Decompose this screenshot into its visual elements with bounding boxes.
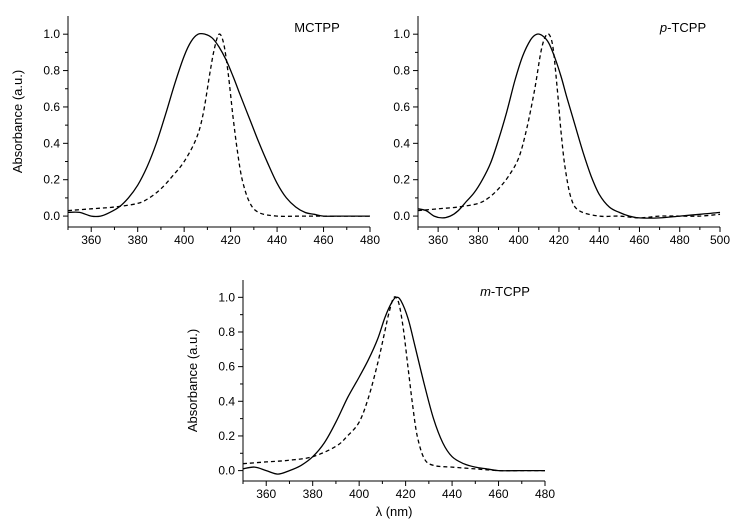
x-tick-label: 460 (314, 233, 334, 247)
y-axis-label: Absorbance (a.u.) (185, 329, 200, 432)
y-tick-label: 0.4 (393, 136, 410, 150)
axis-lines (417, 16, 720, 228)
y-tick-label: 0.0 (218, 464, 235, 478)
x-tick-label: 380 (128, 233, 148, 247)
y-tick-label: 1.0 (43, 27, 60, 41)
y-tick-label: 0.4 (218, 394, 235, 408)
y-tick-label: 0.0 (393, 209, 410, 223)
panel-title: MCTPP (294, 20, 340, 35)
y-tick-label: 0.8 (43, 64, 60, 78)
x-tick-label: 400 (174, 233, 194, 247)
x-axis-label: λ (nm) (376, 504, 413, 519)
y-tick-label: 0.2 (393, 173, 410, 187)
x-tick-label: 360 (256, 487, 276, 501)
y-axis-label: Absorbance (a.u.) (10, 70, 25, 173)
x-tick-label: 480 (535, 487, 555, 501)
x-tick-label: 400 (509, 233, 529, 247)
series-line-dashed (67, 33, 370, 218)
series-line-solid (67, 32, 370, 218)
series-line-solid (417, 33, 721, 219)
axis-lines (242, 280, 545, 482)
x-tick-label: 380 (303, 487, 323, 501)
x-tick-label: 440 (442, 487, 462, 501)
x-tick-label: 440 (267, 233, 287, 247)
x-tick-label: 480 (360, 233, 380, 247)
panel-title-rest: -TCPP (667, 20, 706, 35)
series-line-dashed (417, 33, 721, 219)
x-tick-label: 380 (468, 233, 488, 247)
y-tick-label: 0.6 (393, 100, 410, 114)
panel-title-prefix: m (480, 284, 491, 299)
y-tick-label: 0.2 (218, 429, 235, 443)
x-tick-label: 400 (349, 487, 369, 501)
y-tick-label: 1.0 (218, 290, 235, 304)
x-tick-label: 420 (396, 487, 416, 501)
y-tick-label: 0.8 (218, 325, 235, 339)
y-tick-label: 0.4 (43, 136, 60, 150)
series-line-dashed (242, 296, 545, 472)
x-tick-label: 460 (489, 487, 509, 501)
x-tick-label: 360 (428, 233, 448, 247)
x-tick-label: 440 (589, 233, 609, 247)
panel-title-prefix: p (659, 20, 667, 35)
y-tick-label: 0.6 (43, 100, 60, 114)
panel-title: p-TCPP (659, 20, 706, 35)
chart-panel-3: 360 380 400 420 440 460 480 0.0 0.2 0.4 0.6 0.8 1.0 A… (185, 280, 555, 519)
y-tick-label: 0.0 (43, 209, 60, 223)
panel-title: m-TCPP (480, 284, 530, 299)
y-tick-label: 0.6 (218, 360, 235, 374)
y-tick-label: 0.8 (393, 64, 410, 78)
x-tick-label: 420 (221, 233, 241, 247)
x-tick-label: 420 (549, 233, 569, 247)
series-line-solid (242, 296, 545, 475)
x-tick-label: 360 (81, 233, 101, 247)
x-tick-label: 460 (629, 233, 649, 247)
panel-title-rest: -TCPP (491, 284, 530, 299)
x-tick-label: 500 (710, 233, 730, 247)
chart-panel-1: 360 380 400 420 440 460 480 0.0 0.2 0.4 0.6 0.8 1.0 A… (10, 16, 380, 247)
y-tick-label: 1.0 (393, 27, 410, 41)
y-tick-label: 0.2 (43, 173, 60, 187)
chart-panel-2: 360 380 400 420 440 460 480 500 0.0 0.2 0.4 0.6 0.8 1… (393, 16, 730, 247)
x-tick-label: 480 (670, 233, 690, 247)
